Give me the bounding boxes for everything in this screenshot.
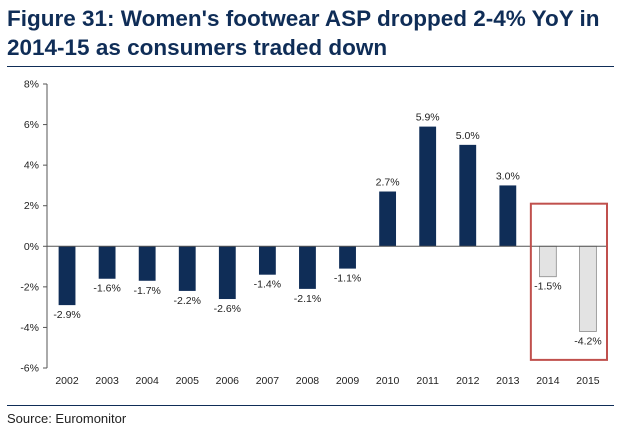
bar-2008 [299, 246, 316, 289]
y-axis-ticks: 8% 6% 4% 2% 0% -2% -4% -6% [20, 79, 47, 375]
bar-2004 [138, 246, 156, 281]
data-label-2008: -2.1% [294, 293, 321, 305]
data-label-2011: 5.9% [416, 112, 440, 124]
bar-2010 [379, 191, 397, 247]
data-label-2007: -1.4% [254, 279, 281, 291]
data-label-2013: 3.0% [496, 170, 520, 182]
y-tick-label: 0% [24, 241, 39, 253]
x-tick-label-2004: 2004 [135, 375, 159, 387]
x-tick-label-2013: 2013 [496, 375, 520, 387]
x-tick-label-2002: 2002 [55, 375, 79, 387]
bar-2014 [539, 245, 557, 278]
data-label-2015: -4.2% [574, 335, 601, 347]
data-labels-group: -2.9% -1.6% -1.7% -2.2% -2.6% -1.4% -2.1% -1.1%… [53, 112, 601, 348]
x-tick-label-2012: 2012 [456, 375, 480, 387]
x-tick-label-2007: 2007 [256, 375, 280, 387]
data-label-2006: -2.6% [214, 303, 241, 315]
data-label-2012: 5.0% [456, 130, 480, 142]
bar-2007 [258, 246, 276, 275]
bar-2013 [499, 185, 517, 247]
bar-2012 [459, 144, 477, 247]
bar-2005 [178, 246, 196, 291]
y-tick-label: 4% [24, 160, 39, 172]
x-tick-label-2011: 2011 [416, 375, 439, 387]
x-tick-label-2008: 2008 [296, 375, 320, 387]
bar-2003 [98, 246, 116, 279]
y-tick-label: 2% [24, 200, 39, 212]
data-label-2009: -1.1% [334, 273, 361, 285]
source-divider [7, 405, 614, 406]
bar-chart: 8% 6% 4% 2% 0% -2% -4% -6% 2002 2003 2004 2005 2006… [20, 79, 608, 387]
x-tick-label-2003: 2003 [95, 375, 119, 387]
data-label-2003: -1.6% [93, 283, 120, 295]
bar-2009 [339, 246, 356, 269]
bar-2006 [218, 246, 236, 300]
highlight-box [529, 202, 608, 361]
data-label-2004: -1.7% [133, 285, 160, 297]
data-label-2005: -2.2% [174, 295, 201, 307]
data-label-2014: -1.5% [534, 281, 561, 293]
title-divider [7, 66, 614, 67]
data-label-2010: 2.7% [376, 177, 400, 189]
y-tick-label: 8% [24, 79, 39, 91]
x-tick-label-2009: 2009 [336, 375, 360, 387]
bar-2011 [419, 126, 437, 247]
bar-2015 [579, 245, 597, 332]
x-axis-ticks: 2002 2003 2004 2005 2006 2007 2008 2009 2010 2011… [55, 375, 599, 387]
y-tick-label: 6% [24, 119, 39, 131]
x-tick-label-2014: 2014 [536, 375, 560, 387]
chart-title: Figure 31: Women's footwear ASP dropped … [7, 6, 600, 60]
x-tick-label-2015: 2015 [576, 375, 600, 387]
bars-group [58, 126, 597, 332]
y-tick-label: -2% [20, 281, 39, 293]
data-label-2002: -2.9% [53, 309, 80, 321]
source-note: Source: Euromonitor [7, 411, 127, 426]
x-tick-label-2006: 2006 [216, 375, 240, 387]
y-tick-label: -6% [20, 363, 39, 375]
x-tick-label-2010: 2010 [376, 375, 400, 387]
x-tick-label-2005: 2005 [176, 375, 200, 387]
bar-2002 [58, 246, 76, 306]
y-tick-label: -4% [20, 322, 39, 334]
